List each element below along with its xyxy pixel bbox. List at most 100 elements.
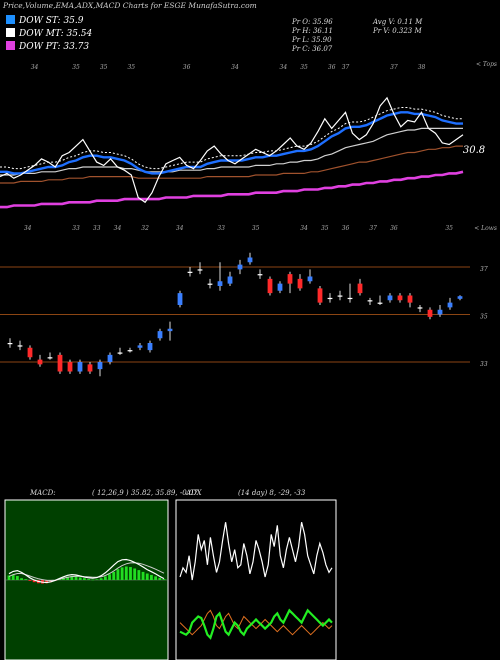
macd-histogram-bar — [91, 579, 95, 581]
macd-histogram-bar — [15, 576, 19, 580]
macd-histogram-bar — [116, 569, 120, 580]
level-label: 37 — [480, 266, 488, 273]
candle-body — [377, 302, 383, 304]
candle-body — [137, 345, 143, 348]
top-tick-label: 35 — [127, 64, 135, 71]
candle-body — [17, 345, 23, 347]
macd-histogram-bar — [154, 576, 158, 580]
candle-body — [307, 276, 313, 282]
top-tick-label: 34 — [31, 64, 39, 71]
macd-histogram-bar — [49, 580, 53, 583]
candle-body — [157, 331, 163, 339]
adx-values: (14 day) 8, -29, -33 — [238, 489, 306, 497]
candle-body — [197, 269, 203, 271]
macd-histogram-bar — [141, 571, 145, 580]
macd-histogram-bar — [45, 580, 49, 584]
top-tick-label: 35 — [100, 64, 108, 71]
candle-body — [427, 309, 433, 317]
candle-body — [77, 362, 83, 372]
top-tick-label: 36 — [328, 64, 336, 71]
macd-histogram-bar — [28, 580, 32, 581]
candle-body — [87, 364, 93, 372]
level-label: 35 — [480, 314, 488, 321]
macd-histogram-bar — [108, 574, 111, 580]
macd-signal-line — [8, 562, 165, 582]
candle-body — [27, 347, 33, 358]
candle-body — [177, 293, 183, 305]
candle-body — [267, 278, 273, 294]
legend-label-mt: DOW MT: 35.54 — [19, 29, 93, 39]
top-tick-label: 34 — [280, 64, 288, 71]
macd-histogram-bar — [20, 578, 23, 580]
top-tick-label: 37 — [390, 64, 398, 71]
adx-panel — [175, 499, 337, 660]
candle-body — [397, 295, 403, 301]
ohlc-low: Pr L: 35.90 — [292, 36, 332, 44]
top-tick-label: 36 — [183, 64, 191, 71]
macd-histogram-bar — [133, 568, 137, 580]
macd-values: ( 12,26,9 ) 35.82, 35.89, -0.07 — [92, 489, 198, 497]
macd-histogram-bar — [66, 576, 70, 580]
bottom-tick-label: 35 — [445, 225, 453, 232]
candle-body — [407, 295, 413, 303]
bottom-tick-label: 34 — [300, 225, 308, 232]
macd-histogram-bar — [120, 567, 124, 580]
candle-body — [237, 264, 243, 270]
candle-body — [367, 300, 373, 302]
chart-title: Price,Volume,EMA,ADX,MACD Charts for ESG… — [3, 1, 257, 10]
macd-histogram-bar — [24, 579, 28, 580]
legend-dow-st: DOW ST: 35.9 — [6, 15, 84, 26]
macd-line — [8, 558, 165, 584]
legend-dow-pt: DOW PT: 33.73 — [6, 41, 89, 52]
candle-body — [187, 271, 193, 273]
macd-histogram-bar — [99, 578, 103, 580]
lows-label: < Lows — [474, 225, 497, 232]
candle-body — [7, 343, 13, 345]
bottom-tick-label: 34 — [176, 225, 184, 232]
bottom-tick-label: 35 — [252, 225, 260, 232]
adx-background — [175, 499, 337, 660]
macd-histogram-bar — [95, 579, 99, 580]
legend-swatch-st — [6, 15, 15, 24]
candle-body — [277, 283, 283, 291]
candle-body — [147, 343, 153, 351]
macd-histogram-bar — [150, 574, 153, 580]
macd-histogram-bar — [129, 567, 132, 580]
macd-histogram-bar — [62, 577, 65, 580]
legend-dow-mt: DOW MT: 35.54 — [6, 28, 92, 39]
top-tick-label: 38 — [418, 64, 426, 71]
bottom-tick-label: 33 — [72, 225, 80, 232]
legend-label-st: DOW ST: 35.9 — [19, 16, 84, 26]
top-tick-label: 35 — [300, 64, 308, 71]
adx-minus-di-line — [179, 609, 333, 636]
top-tick-label: 35 — [72, 64, 80, 71]
candle-body — [257, 274, 263, 276]
candle-body — [297, 278, 303, 289]
adx-line — [179, 522, 333, 581]
candle-body — [167, 328, 173, 332]
tops-label: < Tops — [476, 61, 497, 68]
candle-body — [347, 297, 353, 300]
candle-body — [417, 307, 423, 309]
bottom-tick-label: 33 — [93, 225, 101, 232]
candle-body — [217, 281, 223, 286]
candle-body — [117, 352, 123, 354]
ema-mid-line — [0, 127, 463, 176]
legend-label-pt: DOW PT: 33.73 — [19, 42, 90, 52]
macd-histogram-bar — [112, 571, 116, 580]
candle-body — [337, 295, 343, 297]
adx-plus-di-line — [179, 608, 333, 640]
candle-body — [437, 309, 443, 315]
macd-histogram-bar — [87, 579, 90, 580]
bottom-tick-label: 34 — [114, 225, 122, 232]
legend-swatch-mt — [6, 28, 15, 37]
candle-body — [357, 283, 363, 294]
macd-histogram-bar — [32, 580, 36, 583]
candle-panel: 37 35 33 — [0, 252, 488, 377]
macd-histogram-bar — [103, 576, 107, 580]
macd-histogram-bar — [137, 570, 141, 580]
price-ema-panel: 34 35 35 35 36 34 34 35 36 37 37 38 34 33 33 34 32 34 33 35… — [0, 61, 497, 232]
candle-body — [37, 359, 43, 365]
macd-label: MACD: — [30, 489, 56, 497]
